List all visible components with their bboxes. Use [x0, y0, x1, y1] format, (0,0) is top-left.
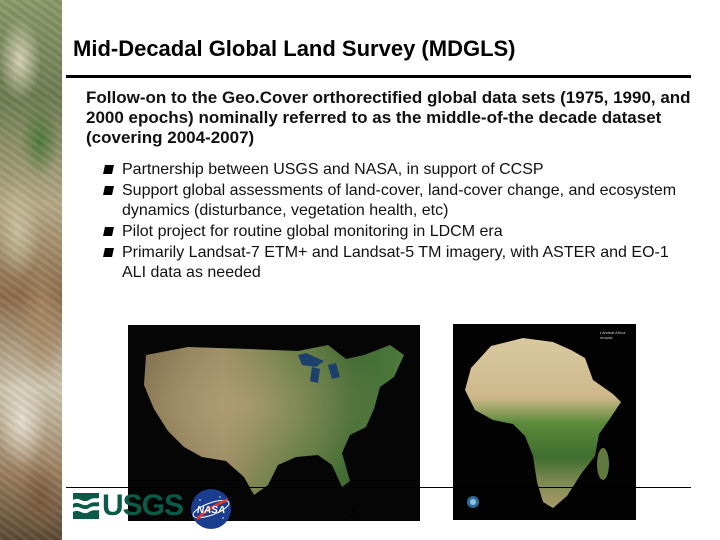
bullet-icon	[103, 227, 114, 236]
africa-satellite-map	[453, 324, 636, 520]
list-item: Pilot project for routine global monitor…	[103, 222, 694, 242]
usgs-logo: USGS	[73, 489, 184, 522]
bullet-list: Partnership between USGS and NASA, in su…	[103, 160, 694, 284]
usa-satellite-map	[128, 325, 420, 521]
bullet-icon	[103, 186, 114, 195]
svg-text:NASA: NASA	[197, 505, 225, 516]
nasa-logo-icon: NASA	[191, 489, 231, 529]
list-item: Partnership between USGS and NASA, in su…	[103, 160, 694, 180]
usgs-waves-icon	[73, 493, 99, 519]
footer-divider	[66, 487, 691, 488]
bullet-text: Support global assessments of land-cover…	[122, 182, 677, 219]
slide-title: Mid-Decadal Global Land Survey (MDGLS)	[73, 36, 516, 61]
bullet-icon	[103, 248, 114, 257]
usgs-logo-text: USGS	[102, 489, 184, 522]
list-item: Primarily Landsat-7 ETM+ and Landsat-5 T…	[103, 243, 694, 283]
list-item: Support global assessments of land-cover…	[103, 181, 694, 221]
africa-map-caption: Landsat Africa mosaic	[600, 330, 626, 340]
title-divider	[66, 75, 691, 78]
page-number: 2	[350, 508, 357, 520]
usa-map-icon	[144, 345, 404, 495]
intro-paragraph: Follow-on to the Geo.Cover orthorectifie…	[86, 88, 691, 147]
decorative-satellite-sidebar	[0, 0, 62, 540]
bullet-text: Partnership between USGS and NASA, in su…	[122, 161, 544, 178]
bullet-icon	[103, 165, 114, 174]
bullet-text: Primarily Landsat-7 ETM+ and Landsat-5 T…	[122, 244, 669, 281]
bullet-text: Pilot project for routine global monitor…	[122, 223, 503, 240]
africa-map-icon	[465, 338, 621, 508]
